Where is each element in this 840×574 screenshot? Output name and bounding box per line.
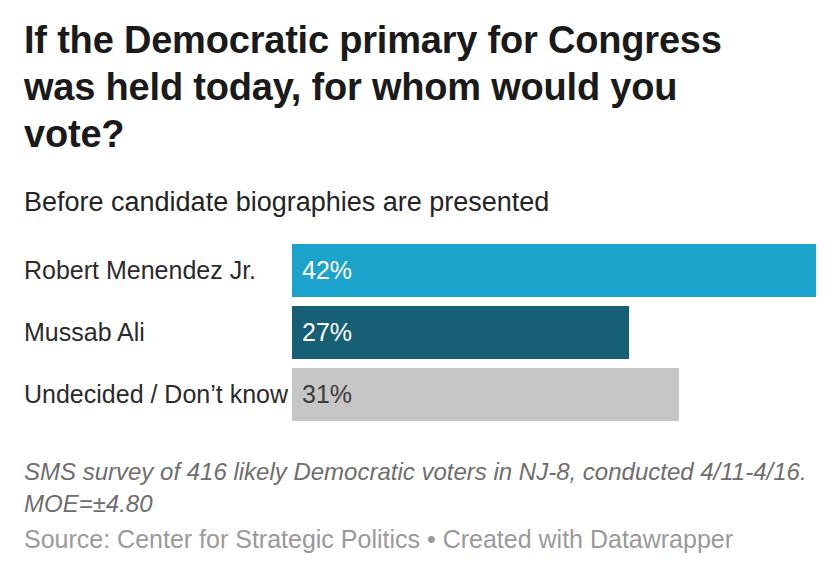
- bar-track: 27%: [292, 306, 816, 359]
- category-label: Mussab Ali: [24, 306, 292, 359]
- bar: 42%: [292, 244, 816, 297]
- chart-title: If the Democratic primary for Congress w…: [24, 0, 769, 158]
- chart-subtitle: Before candidate biographies are present…: [24, 185, 816, 219]
- bar: 31%: [292, 368, 679, 421]
- bar-value-label: 42%: [292, 256, 352, 285]
- bar-track: 31%: [292, 368, 816, 421]
- bar-row: Robert Menendez Jr. 42%: [24, 244, 816, 297]
- bar-value-label: 27%: [292, 318, 352, 347]
- chart-container: If the Democratic primary for Congress w…: [0, 0, 840, 574]
- bar-value-label: 31%: [292, 380, 352, 409]
- category-label: Robert Menendez Jr.: [24, 244, 292, 297]
- chart-source: Source: Center for Strategic Politics • …: [24, 524, 816, 554]
- chart-notes: SMS survey of 416 likely Democratic vote…: [24, 456, 816, 520]
- bar-track: 42%: [292, 244, 816, 297]
- bar-chart: Robert Menendez Jr. 42% Mussab Ali 27% U…: [24, 244, 816, 421]
- category-label: Undecided / Don’t know: [24, 368, 292, 421]
- bar: 27%: [292, 306, 629, 359]
- bar-row: Mussab Ali 27%: [24, 306, 816, 359]
- bar-row: Undecided / Don’t know 31%: [24, 368, 816, 421]
